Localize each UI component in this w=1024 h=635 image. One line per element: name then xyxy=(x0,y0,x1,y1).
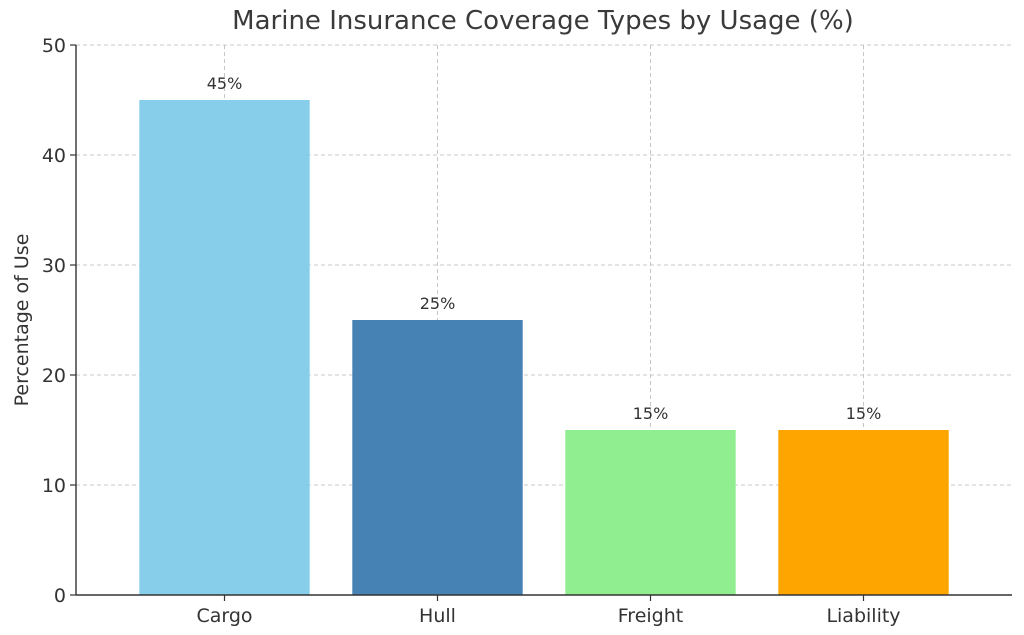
bar-value-label: 15% xyxy=(846,404,882,423)
bars xyxy=(139,100,949,595)
chart-title: Marine Insurance Coverage Types by Usage… xyxy=(232,6,854,36)
x-tick-label: Cargo xyxy=(196,605,252,627)
bar-value-label: 25% xyxy=(420,294,456,313)
x-tick-label: Freight xyxy=(618,605,683,627)
x-tick-label: Liability xyxy=(826,605,900,627)
y-tick-label: 40 xyxy=(42,145,66,167)
bar-freight xyxy=(565,430,736,595)
labels: 0 10 20 30 40 50 Cargo 45% Hull 25% Freight 15% Liab… xyxy=(42,35,901,627)
bar-cargo xyxy=(139,100,310,595)
bar-hull xyxy=(352,320,523,595)
y-tick-label: 10 xyxy=(42,475,66,497)
y-tick-label: 30 xyxy=(42,255,66,277)
x-tick-label: Hull xyxy=(419,605,456,627)
bar-liability xyxy=(778,430,949,595)
y-tick-label: 20 xyxy=(42,365,66,387)
axes xyxy=(70,44,1012,601)
bar-value-label: 15% xyxy=(633,404,669,423)
y-tick-label: 50 xyxy=(42,35,66,57)
y-tick-label: 0 xyxy=(54,585,66,607)
bar-value-label: 45% xyxy=(207,74,243,93)
